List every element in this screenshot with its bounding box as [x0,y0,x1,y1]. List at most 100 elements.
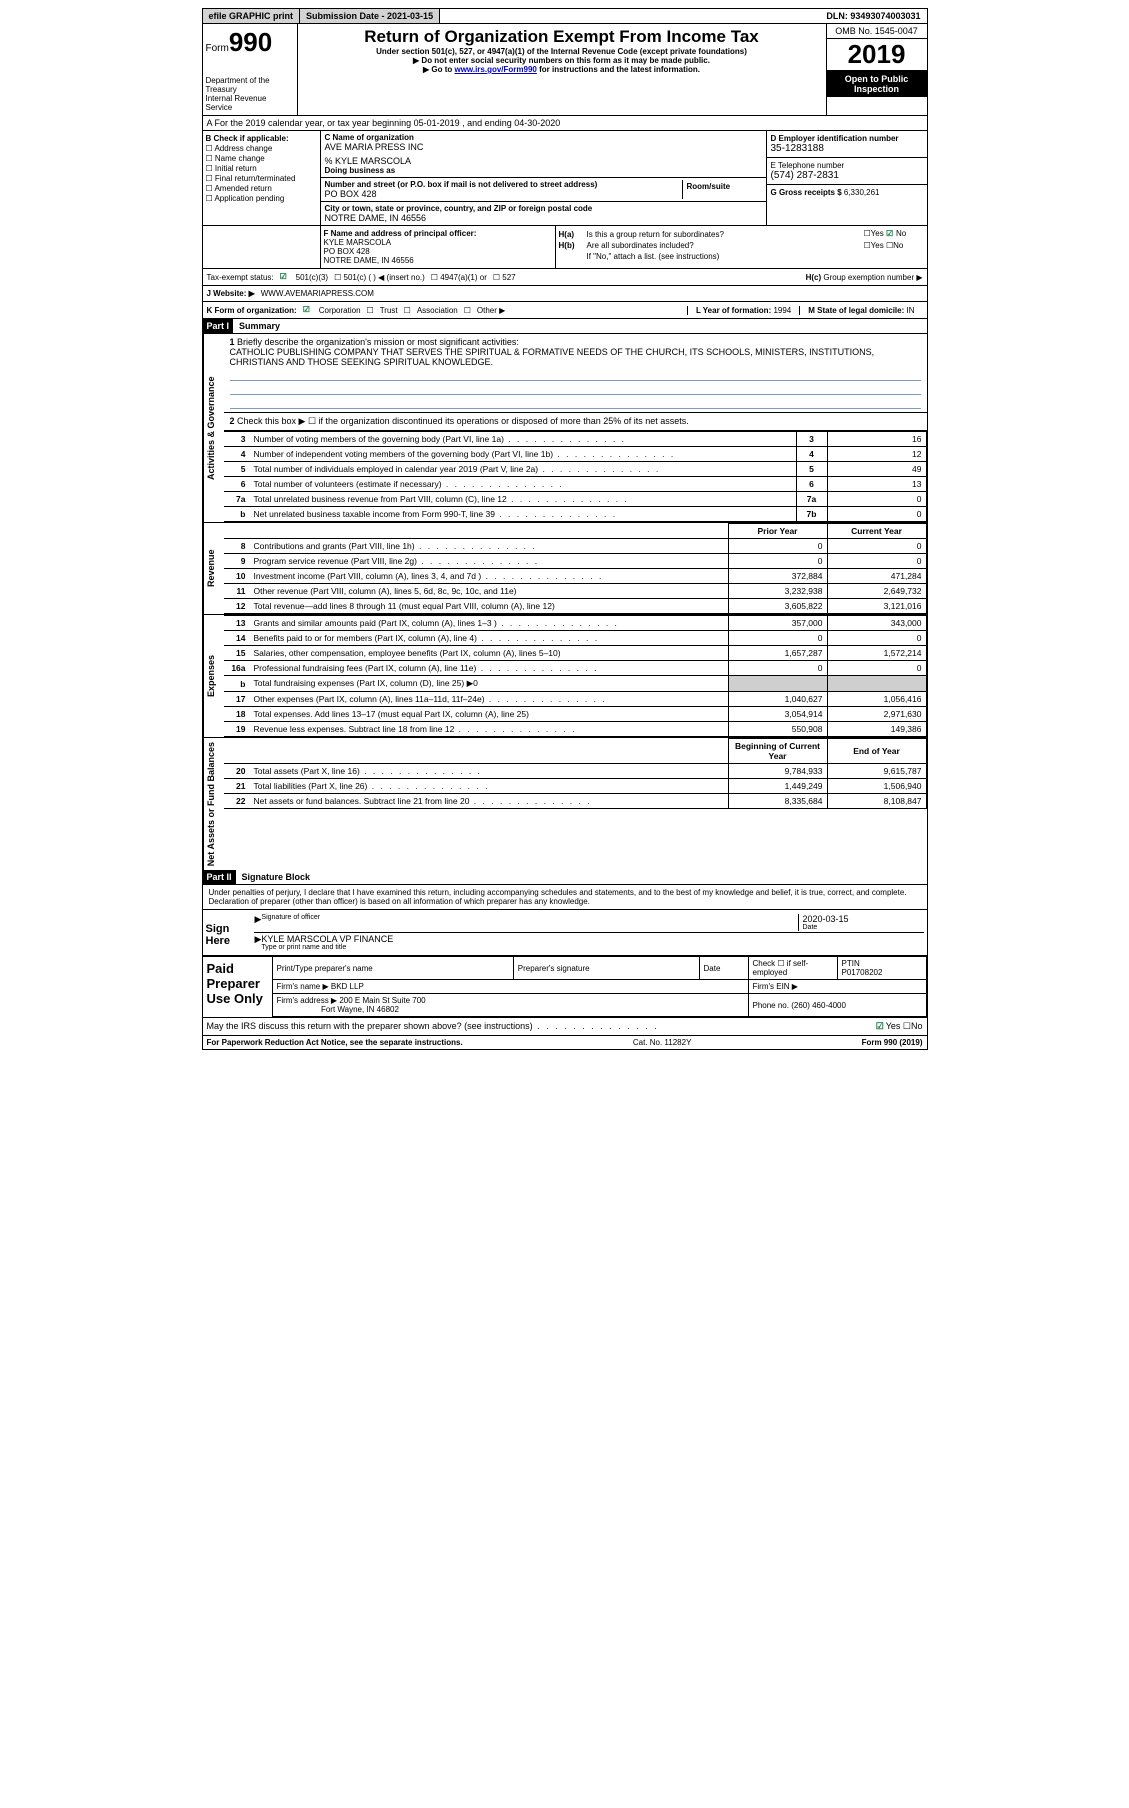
vlabel-gov: Activities & Governance [203,334,224,522]
k-label: K Form of organization: [207,306,297,315]
form-title: Return of Organization Exempt From Incom… [301,27,823,47]
efile-print-button[interactable]: efile GRAPHIC print [203,9,301,23]
phone-cell: E Telephone number (574) 287-2831 [767,158,927,185]
irs-link[interactable]: www.irs.gov/Form990 [454,65,536,74]
table-row: 10Investment income (Part VIII, column (… [224,569,927,584]
f-label: F Name and address of principal officer: [324,229,477,238]
subtitle-3: ▶ Go to www.irs.gov/Form990 for instruct… [301,65,823,74]
check-address-change[interactable]: ☐ Address change [206,144,317,153]
table-row: Firm's name ▶ BKD LLP Firm's EIN ▶ [273,980,927,994]
h-date: Date [699,957,748,980]
print-name-row: ▶ KYLE MARSCOLA VP FINANCE Type or print… [254,933,924,952]
addr-value: PO BOX 428 [325,189,682,199]
check-initial-return[interactable]: ☐ Initial return [206,164,317,173]
hb-text: Are all subordinates included? [587,241,864,250]
header-right: OMB No. 1545-0047 2019 Open to Public In… [827,24,927,115]
check-name-change[interactable]: ☐ Name change [206,154,317,163]
phone-value: (574) 287-2831 [771,170,923,181]
part-i-header: Part I Summary [203,319,927,334]
discuss-yn: ☑Yes ☐No [876,1021,923,1032]
part-i-title: Summary [233,321,280,331]
open-to-public: Open to Public Inspection [827,71,927,97]
table-row: 20Total assets (Part X, line 16)9,784,93… [224,764,927,779]
vlabel-rev: Revenue [203,523,224,614]
website-value: WWW.AVEMARIAPRESS.COM [261,289,374,298]
na-section: Net Assets or Fund Balances Beginning of… [203,738,927,870]
briefly-num: 1 [230,337,235,347]
k-assoc: Association [417,306,458,315]
k-right: L Year of formation: 1994 M State of leg… [687,306,923,315]
check-501c3-icon: ☑ [280,272,290,282]
line-2-check: 2 Check this box ▶ ☐ if the organization… [224,413,927,431]
care-of: % KYLE MARSCOLA [325,156,762,166]
signature-row: ▶ Signature of officer 2020-03-15 Date [254,913,924,933]
table-row: 22Net assets or fund balances. Subtract … [224,794,927,809]
briefly-describe: 1 Briefly describe the organization's mi… [224,334,927,413]
identity-block: B Check if applicable: ☐ Address change … [203,131,927,226]
topbar: efile GRAPHIC print Submission Date - 20… [203,9,927,24]
check-amended-return[interactable]: ☐ Amended return [206,184,317,193]
table-row: 6Total number of volunteers (estimate if… [224,477,927,492]
city-value: NOTRE DAME, IN 46556 [325,213,762,223]
h-preparer-name: Print/Type preparer's name [273,957,514,980]
table-row: bNet unrelated business taxable income f… [224,507,927,522]
table-row: 7aTotal unrelated business revenue from … [224,492,927,507]
table-row: 18Total expenses. Add lines 13–17 (must … [224,707,927,722]
principal-row: F Name and address of principal officer:… [203,226,927,269]
header-left: Form990 Department of the Treasury Inter… [203,24,298,115]
footer-mid: Cat. No. 11282Y [463,1038,862,1047]
sign-here-block: Sign Here ▶ Signature of officer 2020-03… [203,909,927,956]
na-table: Beginning of Current YearEnd of Year 20T… [224,738,927,809]
table-row: Print/Type preparer's name Preparer's si… [273,957,927,980]
firm-name-cell: Firm's name ▶ BKD LLP [273,980,749,994]
footer-left: For Paperwork Reduction Act Notice, see … [207,1038,463,1047]
h-block: H(a) Is this a group return for subordin… [556,226,927,268]
h-preparer-sig: Preparer's signature [513,957,699,980]
paid-preparer-block: Paid Preparer Use Only Print/Type prepar… [203,956,927,1017]
hb-yn: ☐Yes ☐No [864,241,924,250]
paid-label: Paid Preparer Use Only [203,957,273,1017]
city-label: City or town, state or province, country… [325,204,762,213]
website-row: J Website: ▶ WWW.AVEMARIAPRESS.COM [203,286,927,302]
submission-date-value: 2021-03-15 [387,11,433,21]
sign-date: 2020-03-15 [803,914,923,924]
check-corp-icon: ☑ [303,305,313,315]
table-row: 3Number of voting members of the governi… [224,432,927,447]
check-application-pending[interactable]: ☐ Application pending [206,194,317,203]
submission-date-label: Submission Date - [306,11,387,21]
date-label: Date [803,924,923,931]
dept-treasury: Department of the Treasury Internal Reve… [206,76,294,112]
form-num: 990 [229,27,272,57]
table-row: 13Grants and similar amounts paid (Part … [224,616,927,631]
f-name: KYLE MARSCOLA [324,238,392,247]
ha-yn: ☐Yes ☑No [864,229,924,239]
part-i-badge: Part I [203,319,234,333]
dln: DLN: 93493074003031 [820,9,926,23]
col-b-label: B Check if applicable: [206,134,317,143]
h-selfemp: Check ☐ if self-employed [748,957,837,980]
irs-discuss-row: May the IRS discuss this return with the… [203,1017,927,1035]
sign-right: ▶ Signature of officer 2020-03-15 Date ▶… [254,913,924,952]
vlabel-na: Net Assets or Fund Balances [203,738,224,870]
city-cell: City or town, state or province, country… [321,202,766,225]
gross-value: 6,330,261 [844,188,880,197]
table-row: 11Other revenue (Part VIII, column (A), … [224,584,927,599]
gov-section: Activities & Governance 1 Briefly descri… [203,334,927,523]
address-cell: Number and street (or P.O. box if mail i… [321,178,766,202]
table-row: 16aProfessional fundraising fees (Part I… [224,661,927,676]
phone-label: E Telephone number [771,161,923,170]
header-mid: Return of Organization Exempt From Incom… [298,24,827,115]
firm-ein-cell: Firm's EIN ▶ [748,980,926,994]
l-year: L Year of formation: 1994 [687,306,799,315]
hb-label: H(b) [559,241,587,250]
org-name: AVE MARIA PRESS INC [325,142,762,152]
table-row: 17Other expenses (Part IX, column (A), l… [224,692,927,707]
part-ii-header: Part II Signature Block [203,870,927,885]
tax-exempt-status-row: Tax-exempt status: ☑501(c)(3) ☐ 501(c) (… [203,269,927,286]
form-number: Form990 [206,27,294,58]
part-ii-title: Signature Block [236,872,311,882]
spacer [203,226,321,268]
table-header: Prior YearCurrent Year [224,524,927,539]
arrow-icon: ▶ [255,934,262,951]
check-final-return[interactable]: ☐ Final return/terminated [206,174,317,183]
